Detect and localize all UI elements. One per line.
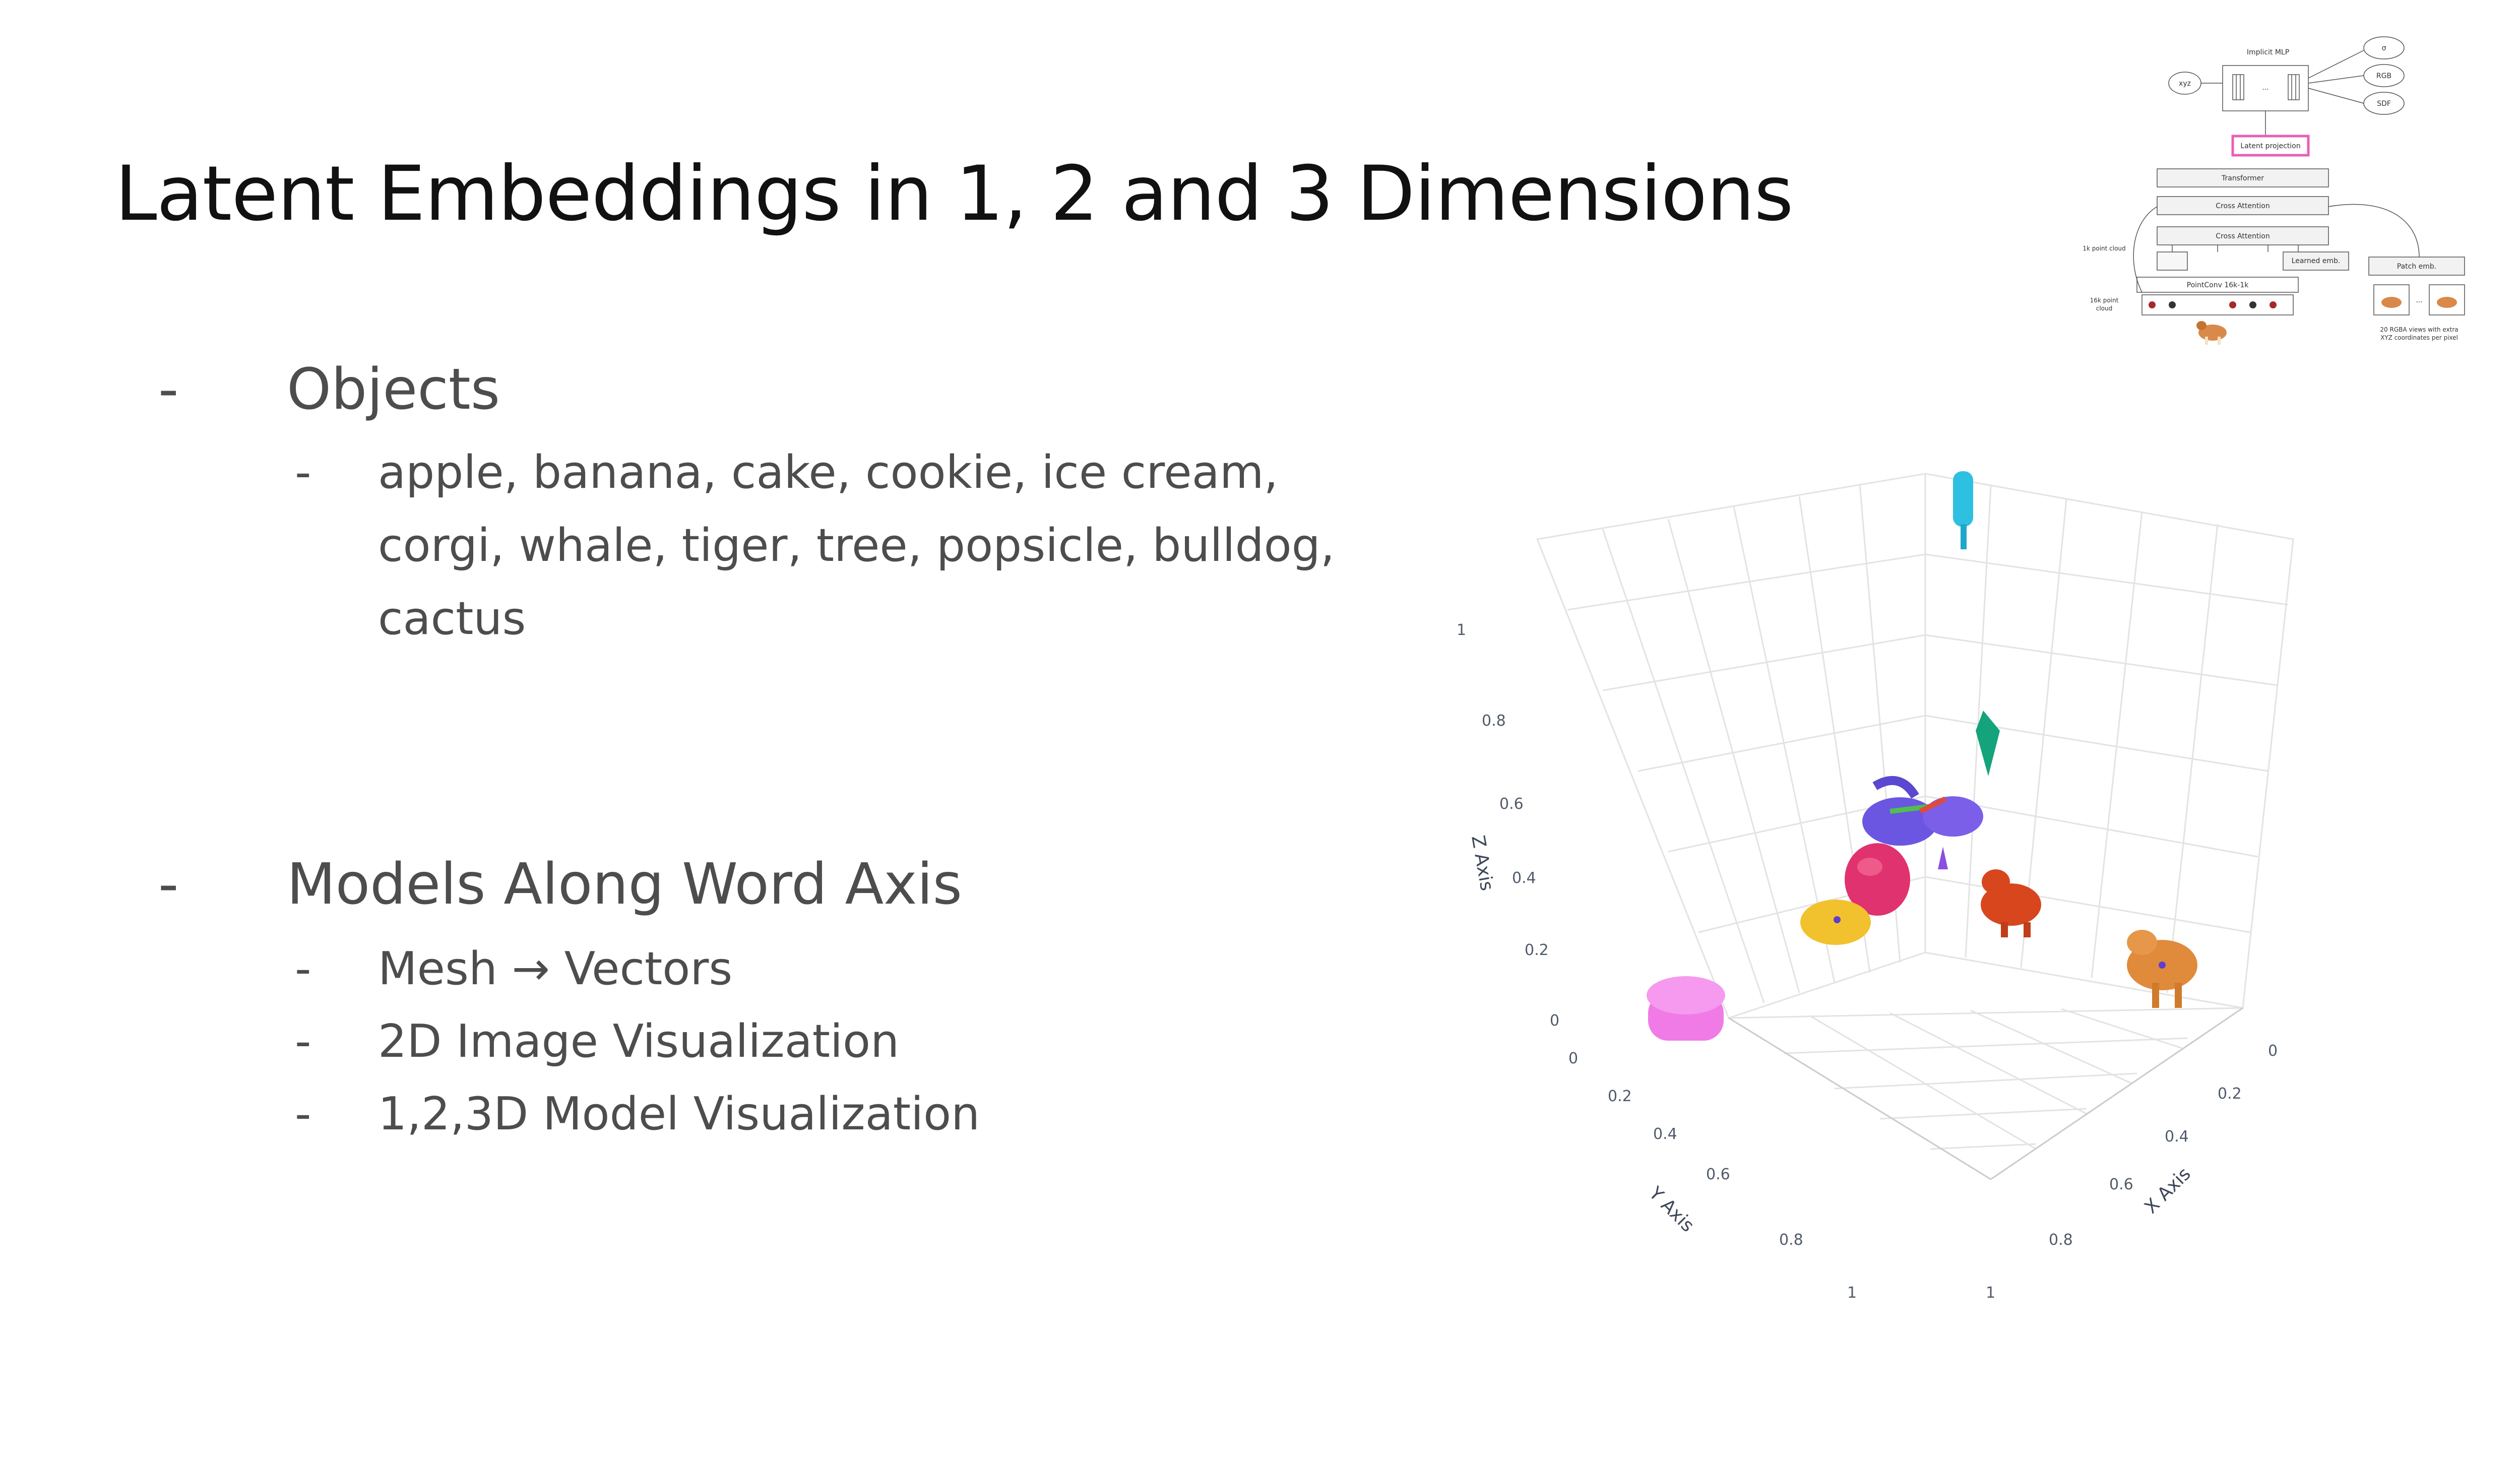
x-tick: 0.2: [2218, 1085, 2242, 1103]
y-tick: 0.8: [1779, 1231, 1803, 1249]
ellipsis-label: ...: [2262, 84, 2269, 92]
corgi-model: [1981, 869, 2041, 937]
implicit-mlp-label: Implicit MLP: [2247, 48, 2289, 56]
whale-model: [1862, 776, 1983, 869]
models-sub-mesh: Mesh → Vectors: [378, 942, 733, 995]
slide-title: Latent Embeddings in 1, 2 and 3 Dimensio…: [115, 150, 1794, 238]
bullet-dash: -: [158, 357, 179, 422]
latent-projection-label: Latent projection: [2240, 142, 2300, 150]
z-axis-ticks: 1 0.8 0.6 0.4 0.2 0: [1457, 621, 1559, 1030]
objects-sub-item: - apple, banana, cake, cookie, ice cream…: [295, 446, 1278, 499]
objects-list-line: cactus: [378, 592, 526, 645]
rgb-label: RGB: [2376, 72, 2391, 80]
point-cloud-row: [2141, 294, 2294, 315]
mlp-layer: [2232, 74, 2244, 100]
objects-list-line: corgi, whale, tiger, tree, popsicle, bul…: [378, 519, 1335, 572]
x-tick: 0: [2268, 1042, 2278, 1060]
patch-emb-box: [2368, 257, 2465, 276]
y-tick: 0.4: [1653, 1125, 1677, 1143]
3d-scatter-plot[interactable]: 1 0.8 0.6 0.4 0.2 0 0 0.2 0.4 0.6 0.8 1 …: [1436, 423, 2369, 1330]
z-axis-title: Z Axis: [1467, 834, 1497, 892]
transformer-label: Transformer: [2221, 174, 2264, 182]
bullet-objects: - Objects: [158, 357, 500, 422]
objects-list-line-1: apple, banana, cake, cookie, ice cream,: [378, 446, 1279, 499]
point-cloud-1k-label: 1k point cloud: [2083, 245, 2125, 252]
x-tick: 0.8: [2049, 1231, 2073, 1249]
popsicle-model: [1953, 471, 1973, 549]
objects-list-line-2: corgi, whale, tiger, tree, popsicle, bul…: [378, 519, 1335, 572]
models-sub-item: - Mesh → Vectors: [295, 942, 732, 995]
x-tick: 0.4: [2165, 1128, 2189, 1146]
models-sub-item: - 2D Image Visualization: [295, 1015, 899, 1068]
bullet-dash: -: [295, 942, 311, 995]
pointconv-box: [2136, 277, 2299, 293]
models-sub-2d: 2D Image Visualization: [378, 1015, 900, 1068]
z-tick: 0: [1550, 1012, 1559, 1030]
x-tick: 1: [1986, 1284, 1995, 1302]
cross-attention-box-1: [2157, 196, 2329, 215]
y-tick: 0.6: [1706, 1166, 1730, 1183]
patch-emb-label: Patch emb.: [2397, 263, 2437, 271]
cross-attention-box-2: [2157, 226, 2329, 245]
latent-projection-box: [2231, 135, 2310, 157]
z-tick: 0.6: [1499, 795, 1524, 813]
y-axis-title: Y Axis: [1645, 1183, 1698, 1236]
bullet-dash: -: [295, 1015, 311, 1068]
x-axis-title: X Axis: [2140, 1164, 2194, 1218]
tiger-model: [2127, 930, 2197, 1008]
views-label: 20 RGBA views with extra: [2380, 326, 2458, 333]
architecture-diagram: Implicit MLP ... σ RGB SDF xyz Latent pr…: [2083, 36, 2465, 345]
point-cloud-16k-label: 16k point: [2090, 297, 2119, 304]
sigma-label: σ: [2382, 44, 2386, 52]
views-label: XYZ coordinates per pixel: [2380, 334, 2458, 341]
z-tick: 0.2: [1525, 941, 1549, 959]
cross-attention-label: Cross Attention: [2216, 202, 2270, 210]
sigma-oval: [2363, 36, 2405, 59]
point-cloud-16k-label: cloud: [2096, 305, 2113, 312]
corgi-icon: [2196, 321, 2227, 345]
bullet-models: - Models Along Word Axis: [158, 852, 963, 917]
y-tick: 0: [1568, 1050, 1578, 1067]
learned-emb-label: Learned emb.: [2292, 257, 2341, 265]
bullet-dash: -: [158, 852, 179, 917]
y-tick: 0.2: [1608, 1088, 1632, 1105]
y-tick: 1: [1847, 1284, 1857, 1302]
z-tick: 0.8: [1482, 712, 1506, 730]
xyz-label: xyz: [2179, 80, 2191, 88]
apple-model: [1845, 843, 1910, 916]
mlp-layer: [2288, 74, 2300, 100]
sdf-label: SDF: [2377, 100, 2391, 108]
z-tick: 0.4: [1512, 869, 1536, 887]
y-axis-ticks: 0 0.2 0.4 0.6 0.8 1: [1568, 1050, 1857, 1302]
x-tick: 0.6: [2109, 1176, 2133, 1193]
x-axis-ticks: 0 0.2 0.4 0.6 0.8 1: [1986, 1042, 2278, 1302]
learned-emb-box: [2283, 251, 2349, 271]
bullet-objects-label: Objects: [287, 357, 500, 422]
tree-model: [1976, 711, 2000, 776]
models-sub-3d: 1,2,3D Model Visualization: [378, 1088, 980, 1140]
ellipsis-label: ...: [2416, 296, 2422, 304]
models-sub-item: - 1,2,3D Model Visualization: [295, 1088, 980, 1140]
objects-list-line-3: cactus: [378, 592, 526, 645]
bullet-dash: -: [295, 1088, 311, 1140]
z-tick: 1: [1457, 621, 1466, 639]
cross-attention-label: Cross Attention: [2216, 232, 2270, 240]
corgi-icon: [2381, 297, 2457, 308]
transformer-box: [2157, 168, 2329, 187]
cake-model: [1647, 976, 1725, 1041]
bullet-dash: -: [295, 446, 311, 499]
bullet-models-label: Models Along Word Axis: [287, 852, 963, 917]
pointconv-label: PointConv 16k-1k: [2187, 281, 2249, 289]
cookie-model: [1800, 900, 1871, 945]
